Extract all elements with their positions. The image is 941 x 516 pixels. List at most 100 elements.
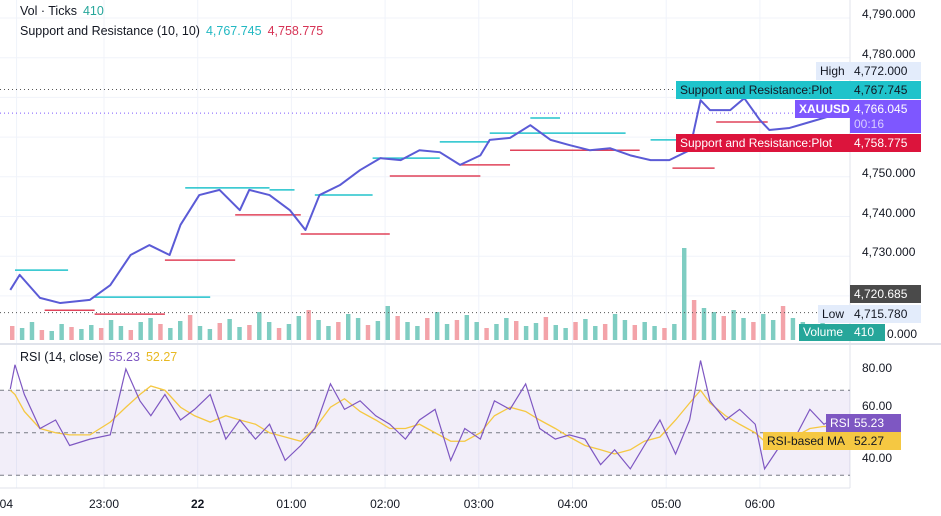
rsi-tick-label: 80.00 bbox=[862, 361, 893, 375]
volume-bar bbox=[346, 314, 351, 340]
volume-bar bbox=[49, 331, 54, 340]
resistance-tag-value: 4,767.745 bbox=[850, 81, 921, 99]
volume-bar bbox=[701, 308, 707, 340]
sr-legend[interactable]: Support and Resistance (10, 10) 4,767.745… bbox=[20, 24, 329, 38]
rsi-legend-value: 55.23 bbox=[108, 350, 140, 364]
price-axis-partial-tick: 0.000 bbox=[887, 327, 918, 341]
volume-bar bbox=[207, 329, 213, 340]
volume-bar bbox=[118, 326, 124, 340]
volume-bar bbox=[780, 306, 786, 340]
time-tick-label: 04:00 bbox=[557, 497, 588, 511]
volume-bar bbox=[622, 320, 628, 340]
volume-bar bbox=[29, 322, 35, 340]
volume-bar bbox=[69, 327, 74, 340]
volume-bar bbox=[158, 324, 163, 340]
volume-bar bbox=[39, 330, 45, 340]
high-tag-label: High bbox=[816, 62, 850, 80]
volume-bar bbox=[128, 330, 134, 340]
volume-bar bbox=[563, 328, 568, 340]
volume-bar bbox=[593, 326, 598, 340]
volume-bar bbox=[553, 325, 558, 340]
volume-bar bbox=[672, 324, 677, 340]
volume-bar bbox=[405, 322, 410, 340]
volume-bar bbox=[612, 314, 618, 340]
volume-bar bbox=[721, 316, 726, 340]
volume-bar bbox=[444, 324, 450, 340]
volume-bar bbox=[276, 328, 282, 340]
volume-bar bbox=[523, 326, 529, 340]
volume-bar bbox=[751, 322, 756, 340]
rsi-ma-tag-label: RSI-based MA bbox=[763, 432, 850, 450]
volume-bar bbox=[543, 317, 549, 340]
rsi-legend[interactable]: RSI (14, close) 55.23 52.27 bbox=[20, 350, 183, 364]
volume-bar bbox=[237, 327, 242, 340]
volume-bar bbox=[632, 325, 638, 340]
low-tag-value: 4,715.780 bbox=[850, 305, 921, 323]
volume-bar bbox=[454, 320, 460, 340]
volume-bar bbox=[89, 325, 94, 340]
rsi-tick-label: 40.00 bbox=[862, 451, 893, 465]
volume-legend-label: Vol · Ticks bbox=[20, 4, 77, 18]
volume-bar bbox=[336, 322, 341, 340]
volume-bar bbox=[257, 312, 262, 340]
volume-bar bbox=[138, 322, 143, 340]
time-tick-label: 06:00 bbox=[744, 497, 775, 511]
rsi-legend-label: RSI (14, close) bbox=[20, 350, 103, 364]
price-tick-label: 4,740.000 bbox=[862, 205, 916, 220]
volume-bar bbox=[682, 248, 687, 340]
volume-bar bbox=[326, 326, 331, 340]
time-tick-label: 05:00 bbox=[651, 497, 682, 511]
volume-bar bbox=[514, 321, 519, 340]
sr-legend-resistance: 4,767.745 bbox=[205, 24, 262, 38]
volume-bar bbox=[355, 318, 361, 340]
volume-bar bbox=[761, 314, 766, 340]
time-tick-label: 03:00 bbox=[463, 497, 494, 511]
volume-bar bbox=[642, 322, 647, 340]
volume-bar bbox=[484, 328, 489, 340]
last-price: 4,766.045 bbox=[854, 102, 908, 116]
volume-bar bbox=[385, 306, 390, 340]
volume-bar bbox=[533, 323, 539, 340]
time-tick-label: 22:04 bbox=[0, 497, 14, 511]
support-tag-label: Support and Resistance:Plot bbox=[676, 134, 850, 152]
volume-bar bbox=[770, 320, 776, 340]
volume-bar bbox=[474, 322, 479, 340]
volume-bar bbox=[434, 312, 440, 340]
time-tick-label: 22 bbox=[191, 497, 205, 511]
symbol-tag-label: XAUUSD bbox=[795, 100, 850, 118]
volume-bar bbox=[494, 324, 499, 340]
volume-bar bbox=[19, 328, 25, 340]
volume-bar bbox=[583, 319, 588, 340]
volume-bar bbox=[375, 321, 381, 340]
low-tag-label: Low bbox=[818, 305, 850, 323]
price-tick-label: 4,750.000 bbox=[862, 165, 916, 180]
volume-tag-label: Volume bbox=[799, 324, 850, 341]
volume-bar bbox=[464, 315, 470, 340]
volume-legend: Vol · Ticks 410 bbox=[20, 4, 110, 18]
sr-legend-support: 4,758.775 bbox=[267, 24, 324, 38]
volume-bar bbox=[98, 328, 104, 340]
rsi-ma-tag-value: 52.27 bbox=[850, 432, 901, 450]
volume-bar bbox=[652, 326, 657, 340]
volume-bar bbox=[197, 326, 203, 340]
volume-bar bbox=[731, 310, 736, 340]
rsi-tick-label: 60.00 bbox=[862, 398, 893, 413]
support-tag-value: 4,758.775 bbox=[850, 134, 921, 152]
volume-bar bbox=[415, 326, 420, 340]
volume-bar bbox=[395, 316, 400, 340]
volume-bar bbox=[662, 328, 667, 340]
time-tick-label: 02:00 bbox=[370, 497, 401, 511]
rsi-line bbox=[9, 360, 851, 471]
symbol-tag-value: 4,766.045 00:16 bbox=[850, 100, 921, 133]
volume-bar bbox=[286, 324, 292, 340]
volume-bar bbox=[108, 320, 114, 340]
time-tick-label: 23:00 bbox=[88, 497, 120, 511]
volume-bar bbox=[296, 316, 302, 340]
volume-bar bbox=[306, 310, 311, 340]
volume-tag-value: 410 bbox=[850, 324, 885, 341]
rsi-ma-legend-value: 52.27 bbox=[145, 350, 178, 364]
resistance-tag-label: Support and Resistance:Plot bbox=[676, 81, 850, 99]
volume-bar bbox=[148, 318, 153, 340]
volume-bar bbox=[711, 312, 717, 340]
